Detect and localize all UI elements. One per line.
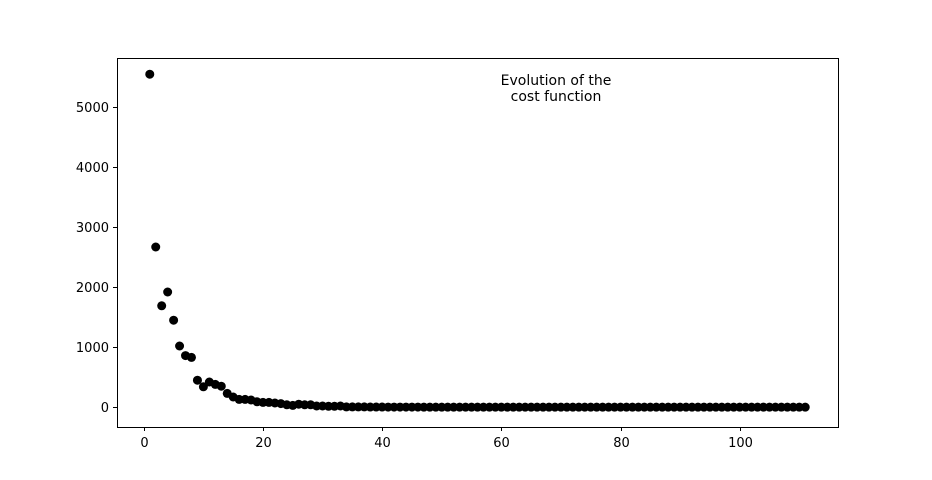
data-point xyxy=(163,287,173,297)
data-points xyxy=(145,69,810,412)
x-tick-label: 100 xyxy=(728,436,753,451)
x-tick-label: 80 xyxy=(613,436,630,451)
y-tick-label: 2000 xyxy=(76,281,109,296)
y-axis-ticks: 0 1000 2000 3000 4000 5000 xyxy=(76,101,117,416)
data-point xyxy=(192,375,202,385)
y-tick-label: 0 xyxy=(101,401,109,416)
y-tick-label: 1000 xyxy=(76,341,109,356)
data-point xyxy=(175,341,185,351)
annotation-line-1: Evolution of the xyxy=(501,73,612,89)
y-tick-label: 4000 xyxy=(76,161,109,176)
x-tick-label: 60 xyxy=(493,436,510,451)
data-point xyxy=(198,382,208,392)
y-tick-label: 3000 xyxy=(76,221,109,236)
annotation-line-2: cost function xyxy=(511,89,602,105)
data-point xyxy=(145,69,155,79)
data-point xyxy=(151,242,161,252)
x-tick-label: 40 xyxy=(374,436,391,451)
x-tick-label: 0 xyxy=(140,436,148,451)
data-point xyxy=(157,301,167,311)
data-point xyxy=(186,352,196,362)
data-point xyxy=(800,402,810,412)
x-tick-label: 20 xyxy=(255,436,272,451)
data-point xyxy=(169,315,179,325)
x-axis-ticks: 0 20 40 60 80 100 xyxy=(140,427,753,451)
plot-frame xyxy=(117,58,839,428)
y-tick-label: 5000 xyxy=(76,101,109,116)
data-point xyxy=(216,381,226,391)
